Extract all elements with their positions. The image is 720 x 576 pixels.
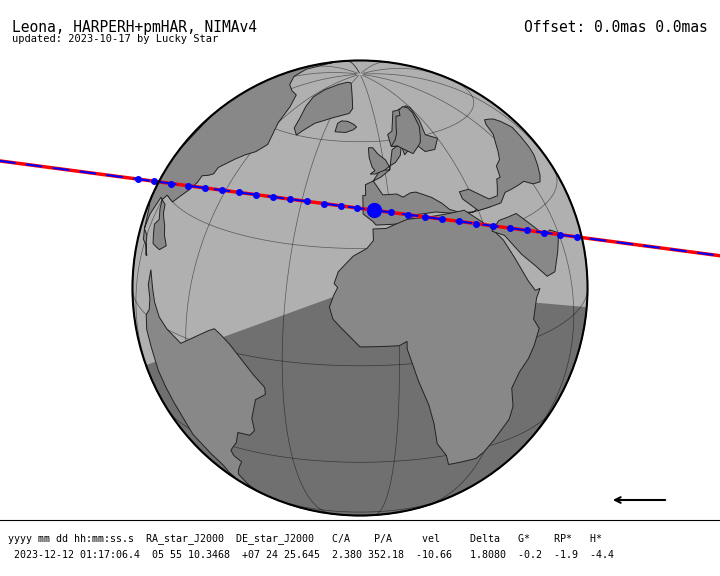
Text: updated: 2023-10-17 by Lucky Star: updated: 2023-10-17 by Lucky Star	[12, 34, 218, 44]
Text: yyyy mm dd hh:mm:ss.s  RA_star_J2000  DE_star_J2000   C/A    P/A     vel     Del: yyyy mm dd hh:mm:ss.s RA_star_J2000 DE_s…	[8, 533, 602, 544]
Polygon shape	[391, 107, 420, 154]
Polygon shape	[143, 62, 333, 256]
Polygon shape	[369, 147, 389, 174]
Text: Leona, HARPERH+pmHAR, NIMAv4: Leona, HARPERH+pmHAR, NIMAv4	[12, 20, 257, 35]
Text: Offset: 0.0mas 0.0mas: Offset: 0.0mas 0.0mas	[524, 20, 708, 35]
Polygon shape	[146, 270, 265, 488]
Circle shape	[132, 60, 588, 516]
Text: 2023-12-12 01:17:06.4  05 55 10.3468  +07 24 25.645  2.380 352.18  -10.66   1.80: 2023-12-12 01:17:06.4 05 55 10.3468 +07 …	[8, 550, 614, 560]
Wedge shape	[146, 288, 587, 516]
Polygon shape	[335, 121, 356, 132]
Polygon shape	[459, 119, 540, 211]
Polygon shape	[294, 82, 353, 135]
Polygon shape	[492, 214, 558, 276]
Polygon shape	[363, 106, 490, 225]
Polygon shape	[330, 210, 540, 464]
